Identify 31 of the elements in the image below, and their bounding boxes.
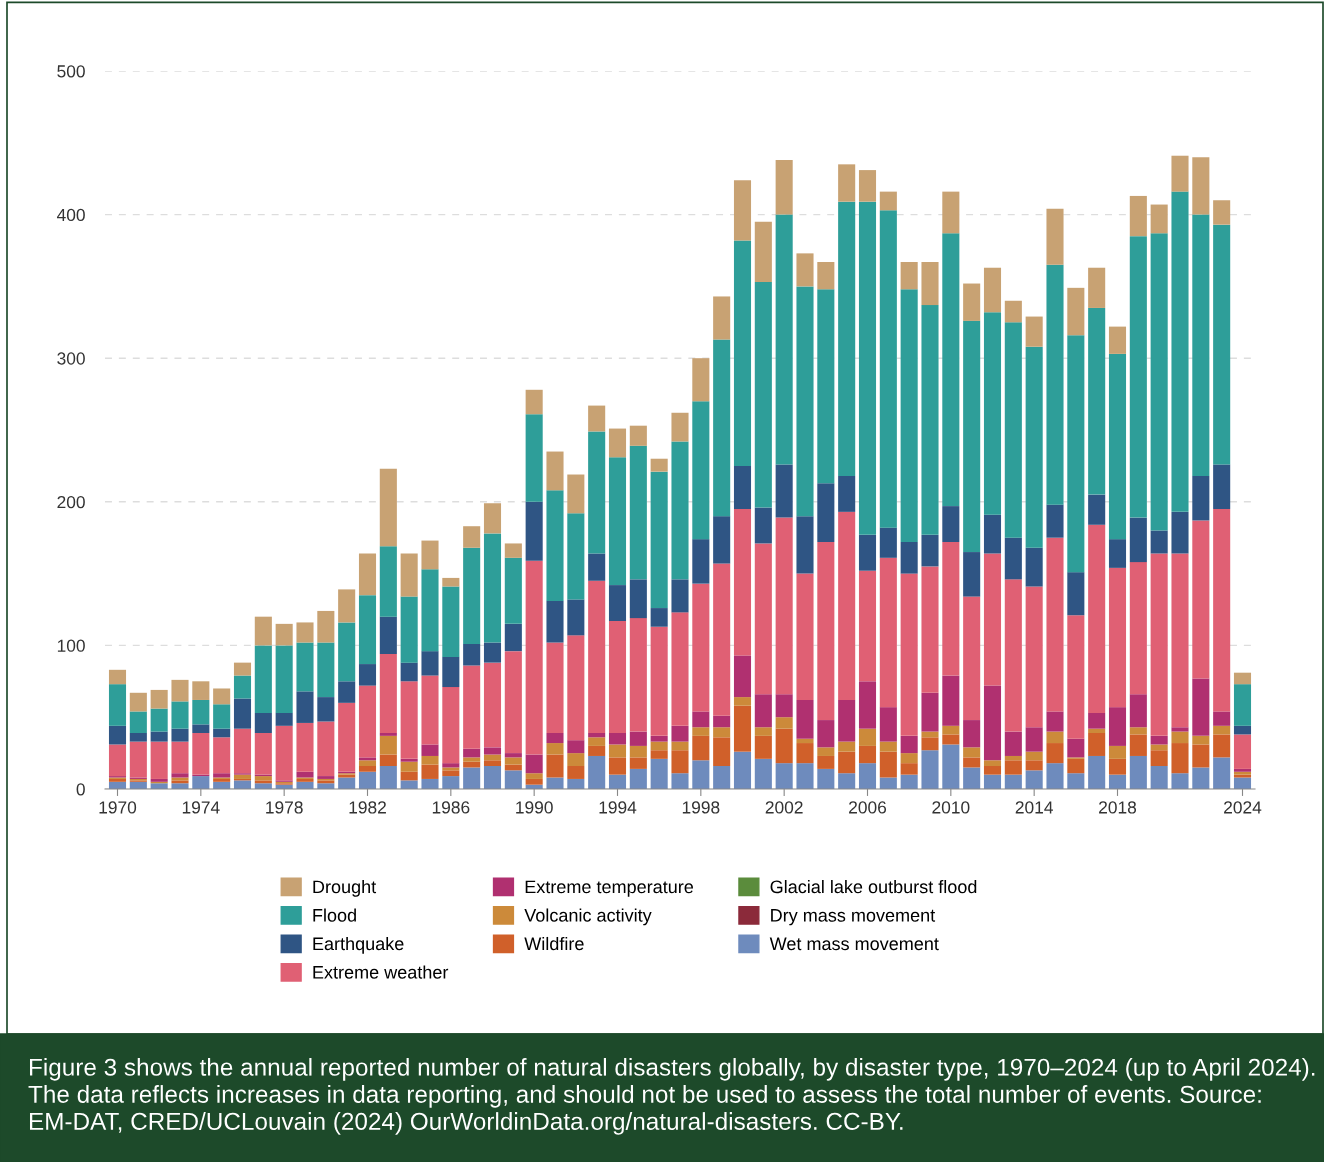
legend-label: Dry mass movement (771, 909, 936, 926)
x-tick-label: 2002 (765, 801, 803, 814)
x-tick-label: 2024 (1224, 801, 1262, 814)
x-tick-label: 1990 (516, 801, 553, 814)
x-tick-label: 1978 (266, 801, 303, 814)
y-tick-label: 0 (76, 783, 85, 796)
x-tick-label: 1994 (599, 801, 637, 814)
x-tick-label: 2018 (1099, 801, 1137, 814)
y-tick-label: 100 (57, 639, 85, 652)
y-tick-label: 400 (56, 208, 85, 222)
caption: Figure 3 shows the annual reported number of natural disasters globally, by disaster type, 1970–2024 (up to April 2024). The data reflects increases in data reporting, and should not be used to assess the total number of events. Source: EM-DAT, CRED/UCLouvain (2024) OurWorldinData.org/natural-disasters. CC-BY. (28, 1058, 1315, 1135)
legend-label: Drought (313, 879, 377, 897)
y-tick-label: 300 (57, 352, 85, 365)
legend-label: Glacial lake outburst flood (770, 879, 977, 894)
y-tick-label: 200 (57, 495, 85, 509)
legend-label: Volcanic activity (524, 908, 652, 926)
x-tick-label: 1974 (182, 801, 220, 814)
legend-label: Wet mass movement (769, 937, 939, 951)
legend-label: Flood (313, 908, 356, 922)
x-tick-label: 2010 (932, 801, 970, 814)
x-tick-label: 1986 (432, 801, 470, 814)
x-tick-label: 2006 (849, 801, 887, 814)
x-tick-label: 1998 (682, 801, 720, 814)
legend-label: Wildfire (524, 936, 584, 951)
legend-label: Extreme temperature (525, 880, 694, 897)
x-tick-label: 1982 (349, 801, 386, 814)
x-tick-label: 1970 (99, 801, 137, 814)
legend-label: Extreme weather (313, 965, 449, 979)
x-tick-label: 2014 (1015, 801, 1053, 814)
legend-label: Earthquake (313, 936, 404, 954)
y-tick-label: 500 (57, 65, 85, 78)
